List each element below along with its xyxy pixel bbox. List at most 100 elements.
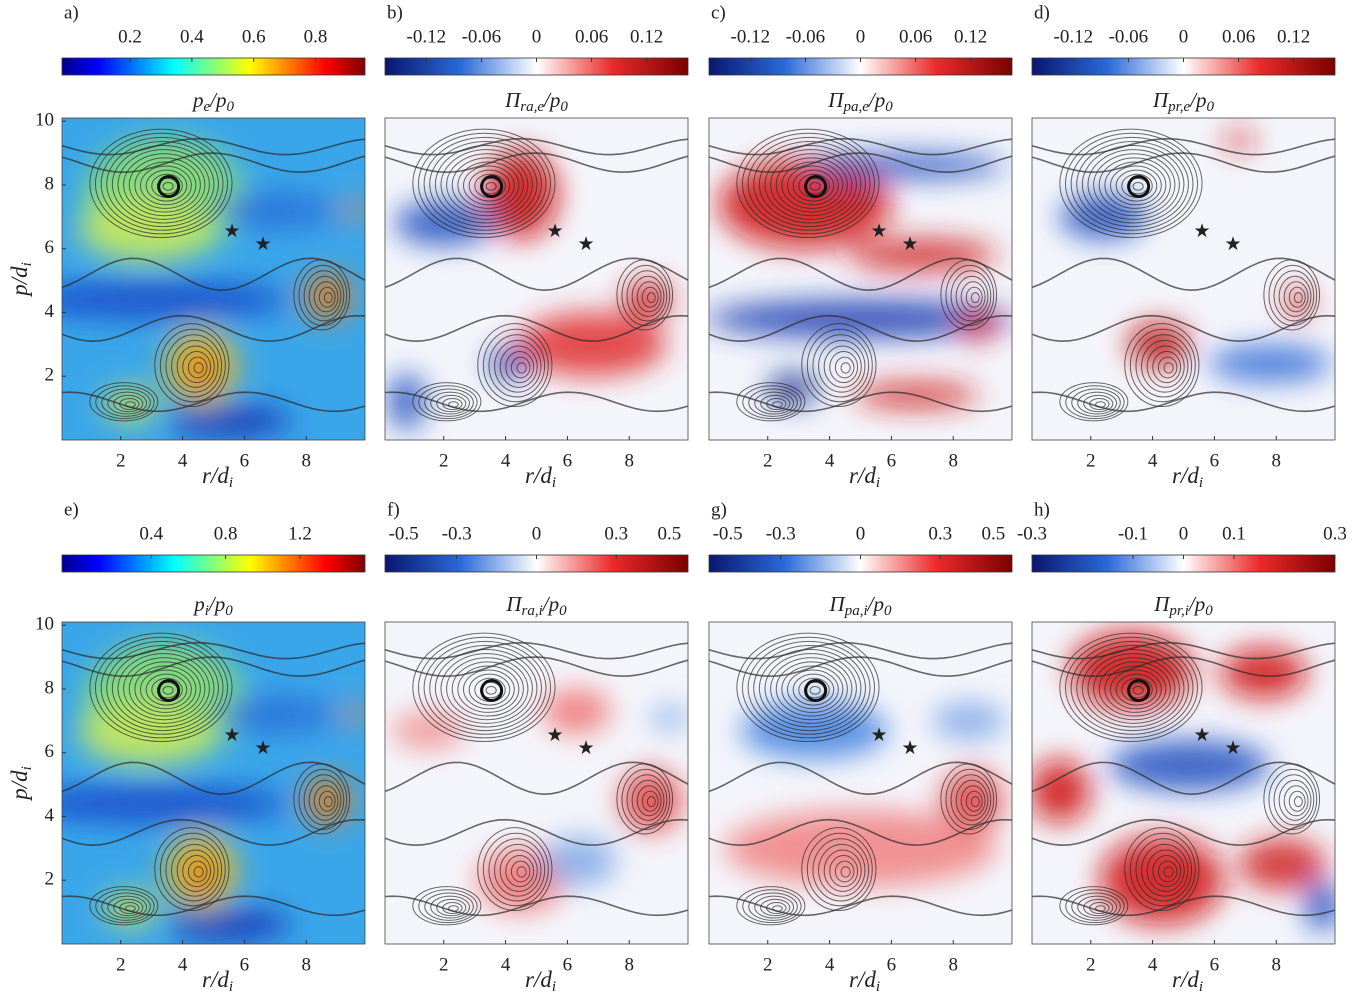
streamline bbox=[840, 866, 851, 878]
panel-title: pe/p0 bbox=[191, 88, 235, 116]
streamline bbox=[434, 649, 538, 728]
field-blob bbox=[185, 857, 217, 890]
streamline bbox=[423, 136, 547, 231]
streamline bbox=[1273, 270, 1315, 322]
streamline bbox=[1070, 640, 1194, 735]
streamline bbox=[1071, 892, 1121, 921]
streamline bbox=[488, 838, 546, 902]
streamline bbox=[313, 281, 339, 313]
streamline bbox=[1293, 292, 1303, 304]
streamline bbox=[385, 818, 688, 847]
streamline bbox=[1077, 391, 1118, 415]
streamline bbox=[742, 889, 802, 924]
streamline bbox=[1157, 356, 1178, 379]
streamline bbox=[709, 137, 1012, 156]
y-tick-label: 8 bbox=[45, 677, 55, 698]
streamline bbox=[646, 796, 656, 808]
x-axis-label-part: i bbox=[876, 475, 880, 491]
streamline bbox=[430, 391, 471, 415]
streamline bbox=[741, 132, 876, 235]
colorbar-tick-label: 0.3 bbox=[928, 523, 952, 544]
x-axis-label-part: i bbox=[552, 475, 556, 491]
colorbar-tick-label: 0.3 bbox=[604, 523, 628, 544]
streamline bbox=[412, 128, 556, 239]
streamline bbox=[818, 339, 866, 393]
streamline bbox=[412, 632, 556, 743]
field-blob bbox=[343, 200, 365, 221]
streamline bbox=[477, 827, 553, 912]
streamline bbox=[1071, 388, 1121, 417]
streamline bbox=[1098, 661, 1171, 717]
streamline bbox=[94, 636, 229, 739]
panel-label: d) bbox=[1034, 2, 1050, 23]
streamline bbox=[801, 323, 877, 408]
streamline bbox=[436, 898, 467, 917]
x-tick-label: 6 bbox=[240, 954, 250, 975]
panel-title-part: /p bbox=[1188, 592, 1205, 616]
colorbar-tick-label: -0.1 bbox=[1118, 523, 1148, 544]
streamline bbox=[809, 181, 821, 191]
panel-title: Πpa,e/p0 bbox=[827, 88, 893, 116]
streamline bbox=[440, 149, 533, 220]
field-blob bbox=[213, 695, 338, 734]
streamline bbox=[318, 790, 336, 812]
streamline bbox=[736, 886, 806, 926]
streamline bbox=[482, 832, 549, 907]
streamline bbox=[1032, 152, 1335, 174]
streamline bbox=[1032, 818, 1335, 847]
x-tick-label: 8 bbox=[949, 450, 959, 471]
o-point-ring bbox=[804, 679, 828, 703]
panel-title-part: /p bbox=[867, 592, 884, 616]
x-axis-label: r/di bbox=[525, 463, 556, 491]
panel-label: a) bbox=[64, 2, 79, 23]
streamline bbox=[117, 149, 210, 220]
streamline bbox=[1146, 345, 1185, 388]
x-point-star: ★ bbox=[224, 221, 241, 242]
x-tick-label: 4 bbox=[178, 450, 188, 471]
plot-area: ★★ bbox=[62, 622, 365, 944]
streamline bbox=[308, 779, 342, 821]
plot-area: ★★ bbox=[1032, 118, 1335, 440]
x-point-star: ★ bbox=[871, 725, 888, 746]
streamline bbox=[626, 270, 668, 322]
colorbar-tick-label: 0.4 bbox=[180, 26, 204, 47]
streamline bbox=[1124, 827, 1200, 912]
streamlines bbox=[385, 128, 688, 422]
streamline bbox=[429, 644, 542, 732]
x-tick-label: 4 bbox=[178, 954, 188, 975]
y-tick-label: 4 bbox=[45, 805, 55, 826]
streamlines bbox=[709, 632, 1012, 926]
colorbar-tick-label: 0.1 bbox=[1222, 523, 1246, 544]
streamline bbox=[1135, 334, 1193, 398]
colorbar-tick-label: 0.4 bbox=[139, 523, 163, 544]
x-tick-label: 8 bbox=[1272, 954, 1282, 975]
field-blob bbox=[1304, 880, 1335, 932]
streamline bbox=[457, 161, 520, 209]
streamline bbox=[1268, 264, 1318, 326]
x-point-star: ★ bbox=[1224, 738, 1241, 759]
field-blob bbox=[1208, 344, 1332, 383]
streamline bbox=[1141, 339, 1189, 393]
streamline bbox=[764, 149, 857, 220]
streamline bbox=[1065, 385, 1125, 420]
streamline bbox=[298, 768, 348, 830]
o-point-ring bbox=[480, 679, 504, 703]
colorbar-tick-label: -0.3 bbox=[766, 523, 796, 544]
streamlines bbox=[62, 128, 365, 422]
streamline bbox=[107, 895, 148, 919]
panel-title-part: 0 bbox=[227, 99, 235, 115]
o-point-ring bbox=[1127, 175, 1151, 199]
streamline bbox=[318, 286, 336, 308]
x-point-star: ★ bbox=[224, 725, 241, 746]
colorbar-tick-label: 1.2 bbox=[288, 523, 312, 544]
streamline bbox=[434, 145, 538, 224]
streamline bbox=[1152, 855, 1182, 888]
streamline bbox=[162, 181, 174, 191]
streamline bbox=[494, 843, 542, 897]
streamline bbox=[1059, 128, 1203, 239]
streamline bbox=[303, 270, 345, 322]
colorbar-tick-label: -0.12 bbox=[1054, 26, 1094, 47]
streamline bbox=[107, 391, 148, 415]
